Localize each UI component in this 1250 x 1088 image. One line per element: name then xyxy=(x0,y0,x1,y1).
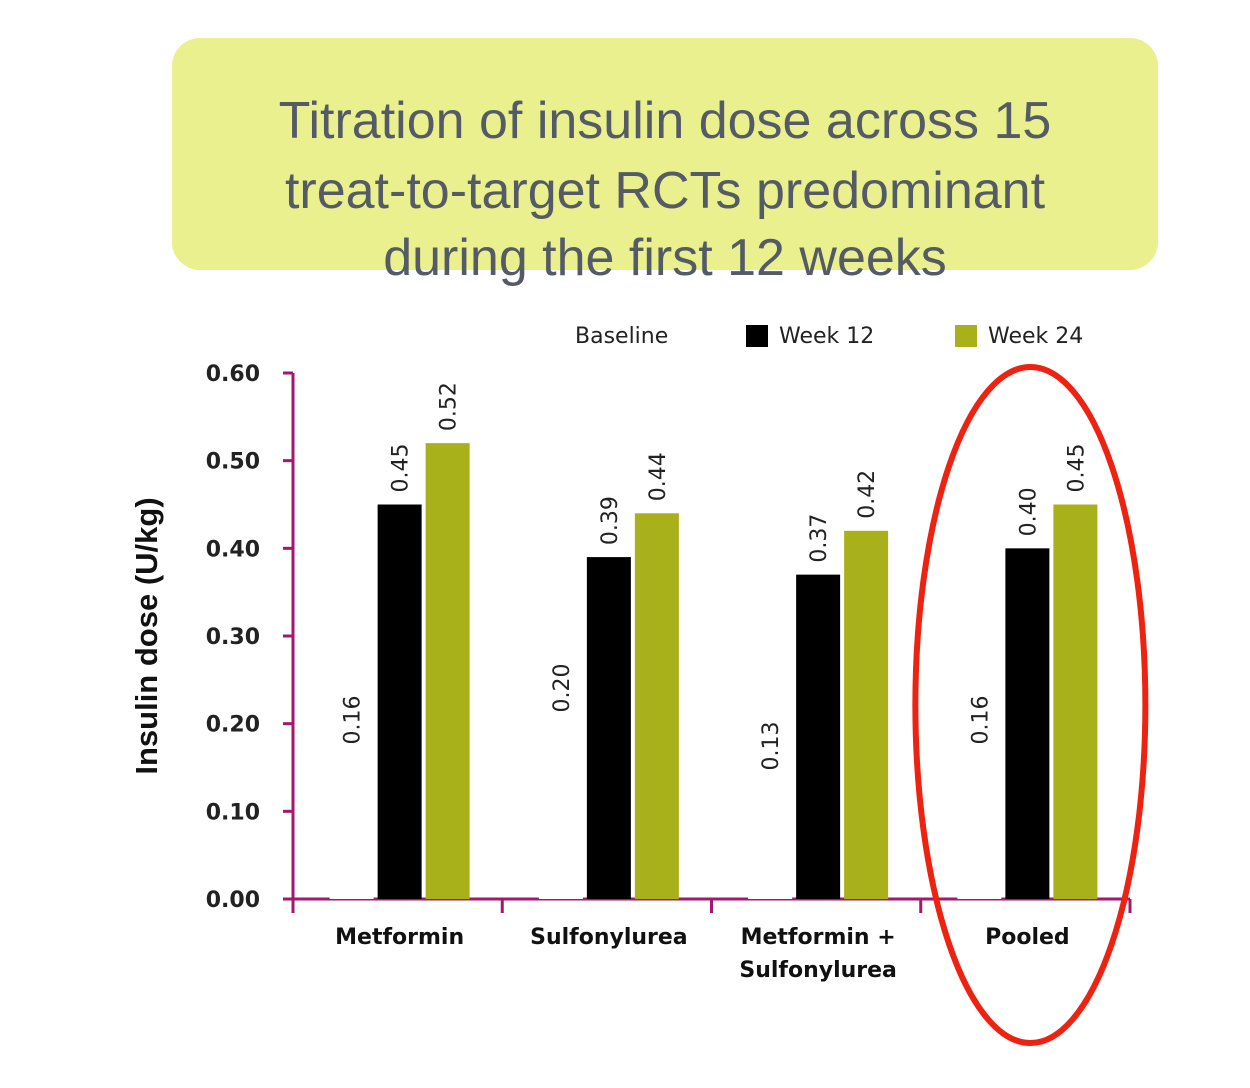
x-category-label: Sulfonylurea xyxy=(530,925,688,950)
legend-label: Week 24 xyxy=(988,324,1083,349)
data-label: 0.37 xyxy=(807,514,832,563)
chart-annotation xyxy=(912,364,1149,1046)
bar-week-24 xyxy=(1053,504,1098,899)
chart-bars xyxy=(329,443,1098,899)
data-label: 0.40 xyxy=(1016,487,1041,536)
bar-week-12 xyxy=(377,504,422,899)
data-label: 0.42 xyxy=(855,470,880,519)
data-label: 0.16 xyxy=(341,696,366,745)
x-category-label: Metformin + xyxy=(741,925,896,950)
data-label: 0.44 xyxy=(646,452,671,501)
bar-week-24 xyxy=(844,530,889,899)
data-label: 0.52 xyxy=(437,382,462,431)
legend-label: Baseline xyxy=(575,324,668,349)
y-tick-label: 0.10 xyxy=(206,800,260,825)
legend-label: Week 12 xyxy=(779,324,874,349)
bar-week-12 xyxy=(586,557,631,899)
bar-week-24 xyxy=(425,443,470,899)
legend-swatch xyxy=(955,325,977,347)
data-label: 0.45 xyxy=(389,444,414,493)
bar-week-24 xyxy=(634,513,679,899)
data-label: 0.13 xyxy=(759,722,784,771)
chart-data-labels: 0.16 0.45 0.52 0.20 0.39 0.44 0.13 0.37 0.42 0.16… xyxy=(341,382,1090,770)
bar-baseline xyxy=(748,785,793,899)
y-tick-label: 0.30 xyxy=(206,625,260,650)
bar-baseline xyxy=(538,723,583,899)
highlight-ellipse xyxy=(912,364,1149,1046)
data-label: 0.20 xyxy=(550,664,575,713)
bar-week-12 xyxy=(1005,548,1050,899)
data-label: 0.16 xyxy=(968,696,993,745)
bar-baseline xyxy=(957,758,1002,899)
legend-swatch xyxy=(746,325,768,347)
y-tick-label: 0.60 xyxy=(206,362,260,387)
y-tick-label: 0.20 xyxy=(206,713,260,738)
x-category-label: Metformin xyxy=(335,925,464,950)
title-banner: Titration of insulin dose across 15 trea… xyxy=(172,38,1158,287)
data-label: 0.39 xyxy=(598,496,623,545)
y-tick-label: 0.40 xyxy=(206,537,260,562)
chart-legend: Baseline Week 12 Week 24 xyxy=(575,324,1083,349)
data-label: 0.45 xyxy=(1064,444,1089,493)
title-line-2: treat-to-target RCTs predominant xyxy=(284,162,1046,220)
title-line-1: Titration of insulin dose across 15 xyxy=(278,92,1052,150)
bar-week-12 xyxy=(796,574,841,899)
bar-baseline xyxy=(329,758,374,899)
x-category-label: Sulfonylurea xyxy=(739,958,897,983)
y-tick-label: 0.00 xyxy=(206,888,260,913)
x-category-label: Pooled xyxy=(985,925,1070,950)
y-tick-label: 0.50 xyxy=(206,450,260,475)
title-line-3: during the first 12 weeks xyxy=(383,229,947,287)
y-axis-title: Insulin dose (U/kg) xyxy=(129,497,164,774)
